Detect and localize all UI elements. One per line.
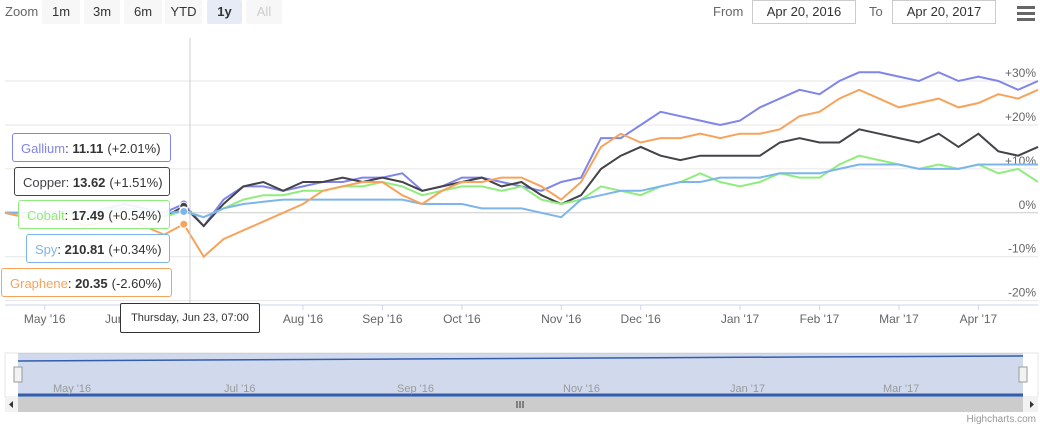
tooltip-change: (+1.51%) xyxy=(109,175,163,190)
tooltip-value: 17.49 xyxy=(71,208,105,223)
range-button[interactable]: 1m xyxy=(42,0,80,24)
y-tick-label: -20% xyxy=(1008,286,1036,300)
navigator-handle[interactable] xyxy=(1018,366,1028,383)
range-button[interactable]: 3m xyxy=(84,0,120,24)
menu-button[interactable] xyxy=(1015,4,1037,22)
x-tick-label: Oct '16 xyxy=(443,312,481,326)
credits[interactable]: Highcharts.com xyxy=(966,414,1036,425)
x-tick-label: Jan '17 xyxy=(721,312,760,326)
to-input[interactable]: Apr 20, 2017 xyxy=(892,0,996,24)
x-tick-label: May '16 xyxy=(24,312,66,326)
tooltip-value: 13.62 xyxy=(72,175,106,190)
series-line xyxy=(5,128,1039,228)
tooltip-value: 210.81 xyxy=(64,242,105,257)
x-tick-label: Aug '16 xyxy=(283,312,324,326)
tooltip-value: 11.11 xyxy=(72,141,104,156)
range-button: All xyxy=(246,0,282,24)
zoom-label: Zoom xyxy=(5,4,39,19)
x-tick-label: Feb '17 xyxy=(800,312,840,326)
y-tick-label: +10% xyxy=(1005,154,1036,168)
tooltip-row: Graphene20.35(-2.60%) xyxy=(1,268,172,297)
y-tick-label: +30% xyxy=(1005,66,1036,80)
range-button[interactable]: 6m xyxy=(124,0,162,24)
tooltip-row: Copper13.62(+1.51%) xyxy=(14,167,170,196)
y-tick-label: +20% xyxy=(1005,110,1036,124)
from-input[interactable]: Apr 20, 2016 xyxy=(752,0,856,24)
tooltip-series-name: Spy xyxy=(35,242,65,257)
tooltip-change: (+2.01%) xyxy=(107,141,161,156)
tooltip-date: Thursday, Jun 23, 07:00 xyxy=(120,303,260,333)
navigator-label: Nov '16 xyxy=(563,383,600,395)
navigator-handle[interactable] xyxy=(13,366,23,383)
navigator-label: Jan '17 xyxy=(730,383,765,395)
x-tick-label: Mar '17 xyxy=(879,312,919,326)
series-line xyxy=(4,88,1039,259)
tooltip-row: Gallium11.11(+2.01%) xyxy=(12,133,171,162)
tooltip-change: (+0.34%) xyxy=(108,242,162,257)
x-tick-label: Sep '16 xyxy=(362,312,403,326)
navigator-label: Mar '17 xyxy=(883,383,919,395)
y-tick-label: -10% xyxy=(1008,242,1036,256)
range-button[interactable]: YTD xyxy=(165,0,202,24)
series-line xyxy=(5,163,1038,219)
navigator: May '16 Jul '16 Sep '16 Nov '16 Jan '17 Mar '… xyxy=(4,352,1039,412)
tooltip-change: (-2.60%) xyxy=(111,276,162,291)
x-tick-label: Nov '16 xyxy=(541,312,582,326)
tooltip-change: (+0.54%) xyxy=(108,208,162,223)
x-tick-label: Dec '16 xyxy=(621,312,662,326)
tooltip-series-name: Copper xyxy=(23,175,73,190)
hover-marker xyxy=(179,206,189,216)
navigator-label: May '16 xyxy=(53,383,91,395)
tooltip-series-name: Cobalt xyxy=(27,208,72,223)
navigator-label: Jul '16 xyxy=(224,383,255,395)
tooltip-series-name: Graphene xyxy=(10,276,75,291)
y-tick-label: 0% xyxy=(1019,198,1037,212)
hover-marker xyxy=(179,219,189,229)
to-label: To xyxy=(869,4,883,19)
tooltip-row: Cobalt17.49(+0.54%) xyxy=(18,200,170,229)
tooltip-row: Spy210.81(+0.34%) xyxy=(26,234,170,263)
navigator-label: Sep '16 xyxy=(397,383,434,395)
tooltip-value: 20.35 xyxy=(75,276,108,291)
x-tick-label: Apr '17 xyxy=(960,312,998,326)
range-button[interactable]: 1y xyxy=(207,0,242,24)
from-label: From xyxy=(713,4,744,19)
tooltip-series-name: Gallium xyxy=(21,141,72,156)
